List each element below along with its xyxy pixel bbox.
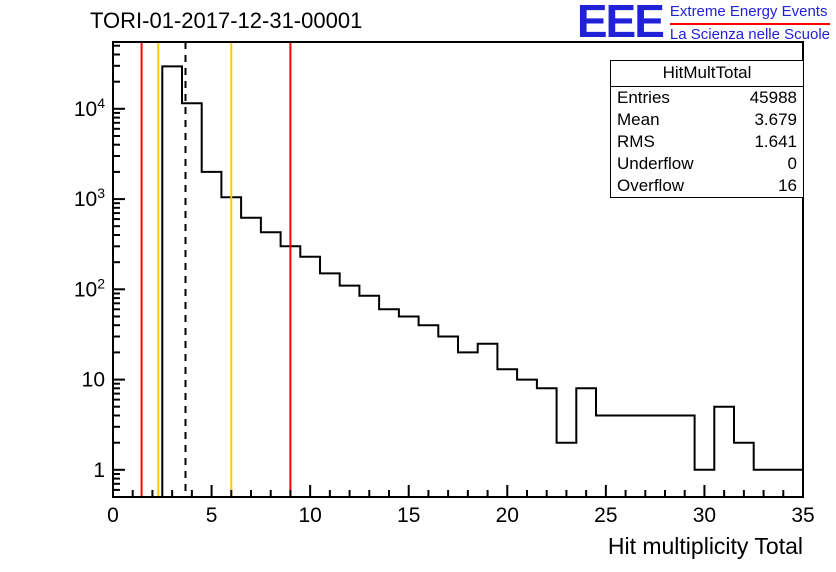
y-tick-label: 1 [93, 459, 105, 482]
eee-logo-text: EEE [576, 0, 665, 47]
x-tick-label: 35 [791, 504, 814, 527]
plot-title: TORI-01-2017-12-31-00001 [90, 8, 363, 33]
stats-value: 16 [778, 176, 797, 195]
stats-label: Overflow [617, 176, 685, 195]
stats-value: 0 [787, 154, 797, 173]
stats-value: 3.679 [754, 110, 797, 129]
y-tick-label: 104 [74, 95, 105, 121]
x-tick-label: 15 [397, 504, 420, 527]
stats-row-entries: Entries 45988 [611, 87, 803, 109]
stats-label: Underflow [617, 154, 694, 173]
stats-label: Mean [617, 110, 660, 129]
stats-box: HitMultTotal Entries 45988 Mean 3.679 RMS 1.6… [610, 60, 804, 198]
stats-row-mean: Mean 3.679 [611, 109, 803, 131]
stats-row-overflow: Overflow 16 [611, 175, 803, 197]
eee-logo-caption: Extreme Energy Events La Scienza nelle S… [669, 2, 830, 44]
stats-row-underflow: Underflow 0 [611, 153, 803, 175]
stats-value: 45988 [749, 88, 797, 107]
stats-label: Entries [617, 88, 670, 107]
y-tick-label: 10 [82, 369, 105, 392]
x-tick-label: 0 [107, 504, 119, 527]
x-tick-label: 10 [298, 504, 321, 527]
x-tick-label: 20 [496, 504, 519, 527]
stats-value: 1.641 [754, 132, 797, 151]
y-tick-label: 103 [74, 185, 105, 211]
plot-frame [112, 41, 804, 498]
y-tick-label: 102 [74, 275, 105, 301]
eee-logo: EEE Extreme Energy Events La Scienza nel… [576, 0, 830, 47]
x-tick-label: 30 [693, 504, 716, 527]
logo-line1: Extreme Energy Events [669, 2, 830, 25]
logo-line2: La Scienza nelle Scuole [669, 25, 830, 43]
stats-box-rows: Entries 45988 Mean 3.679 RMS 1.641 Underflow 0 O… [611, 87, 803, 197]
x-tick-label: 5 [206, 504, 218, 527]
stats-box-title: HitMultTotal [611, 61, 803, 87]
stats-row-rms: RMS 1.641 [611, 131, 803, 153]
x-axis-title: Hit multiplicity Total [607, 533, 803, 559]
x-tick-label: 25 [594, 504, 617, 527]
stats-label: RMS [617, 132, 655, 151]
